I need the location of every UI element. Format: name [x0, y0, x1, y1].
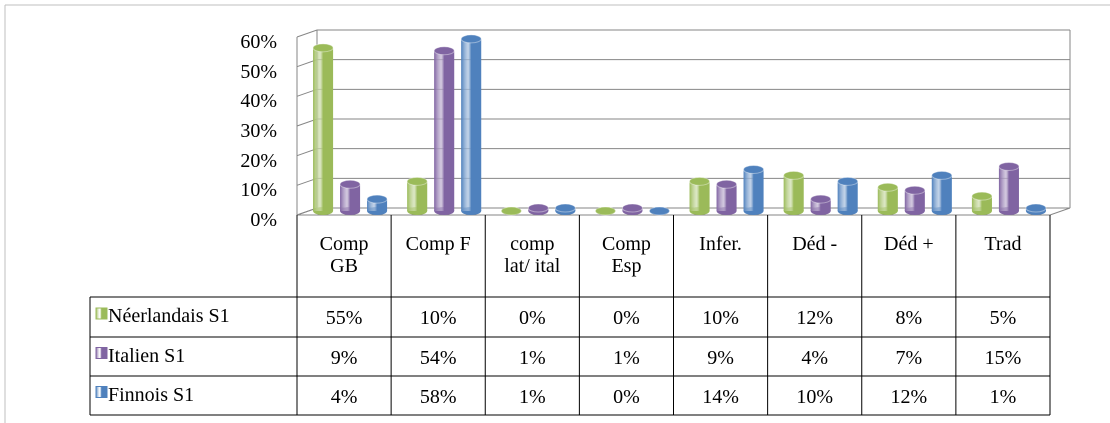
table-value: 10% — [419, 307, 457, 329]
bar — [460, 34, 482, 215]
bar — [312, 43, 334, 215]
table-value: 1% — [989, 385, 1017, 408]
y-tick-label: 50% — [240, 60, 277, 83]
table-value: 9% — [707, 346, 734, 369]
table-value: 10% — [796, 385, 834, 408]
legend-swatch — [95, 307, 108, 320]
y-tick-label: 10% — [240, 179, 277, 202]
legend-label: Italien S1 — [108, 344, 186, 367]
table-value: 15% — [984, 346, 1022, 369]
table-value: 9% — [330, 346, 358, 369]
y-tick-label: 20% — [240, 149, 277, 172]
bar — [971, 191, 993, 215]
bar — [500, 206, 522, 216]
legend-swatch — [95, 347, 108, 359]
category-label: Déd - — [792, 233, 838, 255]
bar — [931, 170, 953, 215]
table-value: 12% — [890, 385, 928, 408]
bar — [877, 182, 899, 215]
grid-line — [296, 59, 1070, 68]
y-tick-label: 60% — [240, 31, 277, 53]
grid-line — [296, 88, 1070, 97]
table-value: 5% — [989, 307, 1017, 329]
bar — [810, 194, 832, 215]
category-label: Infer. — [699, 233, 742, 255]
bar — [743, 164, 765, 215]
category-label: Comp Esp — [601, 233, 651, 277]
table-value: 0% — [613, 307, 640, 329]
table-value: 0% — [518, 307, 546, 329]
table-value: 1% — [518, 346, 546, 369]
category-label: comp lat/ ital — [504, 233, 561, 277]
table-value: 1% — [518, 385, 546, 408]
bar — [594, 206, 616, 216]
grid-line — [296, 29, 1070, 38]
legend-swatch — [95, 386, 108, 398]
table-value: 54% — [419, 346, 457, 369]
table-value: 55% — [325, 307, 363, 329]
bar — [648, 206, 670, 216]
legend-label: Finnois S1 — [108, 383, 195, 406]
bar — [554, 203, 576, 215]
y-tick-label: 0% — [250, 209, 277, 231]
bar — [837, 176, 859, 215]
bar — [904, 185, 926, 215]
bar — [998, 162, 1020, 215]
table-value: 10% — [702, 307, 739, 329]
table-value: 14% — [702, 385, 739, 408]
table-value: 8% — [895, 307, 923, 329]
bar — [366, 194, 388, 215]
table-value: 58% — [419, 385, 457, 408]
bar — [783, 170, 805, 215]
category-label: Comp GB — [319, 233, 369, 277]
table-value: 0% — [613, 385, 640, 408]
table-value: 4% — [330, 385, 358, 408]
grid-line — [296, 148, 1070, 157]
category-label: Trad — [984, 233, 1022, 255]
y-tick-label: 30% — [240, 120, 277, 142]
bar — [621, 203, 643, 215]
table-value: 1% — [613, 346, 640, 369]
bar — [716, 179, 738, 215]
legend-label: Néerlandais S1 — [108, 305, 230, 327]
category-label: Déd + — [884, 233, 934, 255]
table-value: 7% — [895, 346, 923, 369]
category-label: Comp F — [405, 233, 471, 255]
bar — [1025, 203, 1047, 215]
grid-line — [296, 118, 1070, 127]
bar — [406, 176, 428, 215]
bar — [689, 176, 711, 215]
bar — [339, 179, 361, 215]
bar — [433, 46, 455, 215]
table-value: 4% — [801, 346, 829, 369]
y-tick-label: 40% — [240, 90, 277, 113]
bar — [527, 203, 549, 215]
table-value: 12% — [796, 307, 834, 329]
